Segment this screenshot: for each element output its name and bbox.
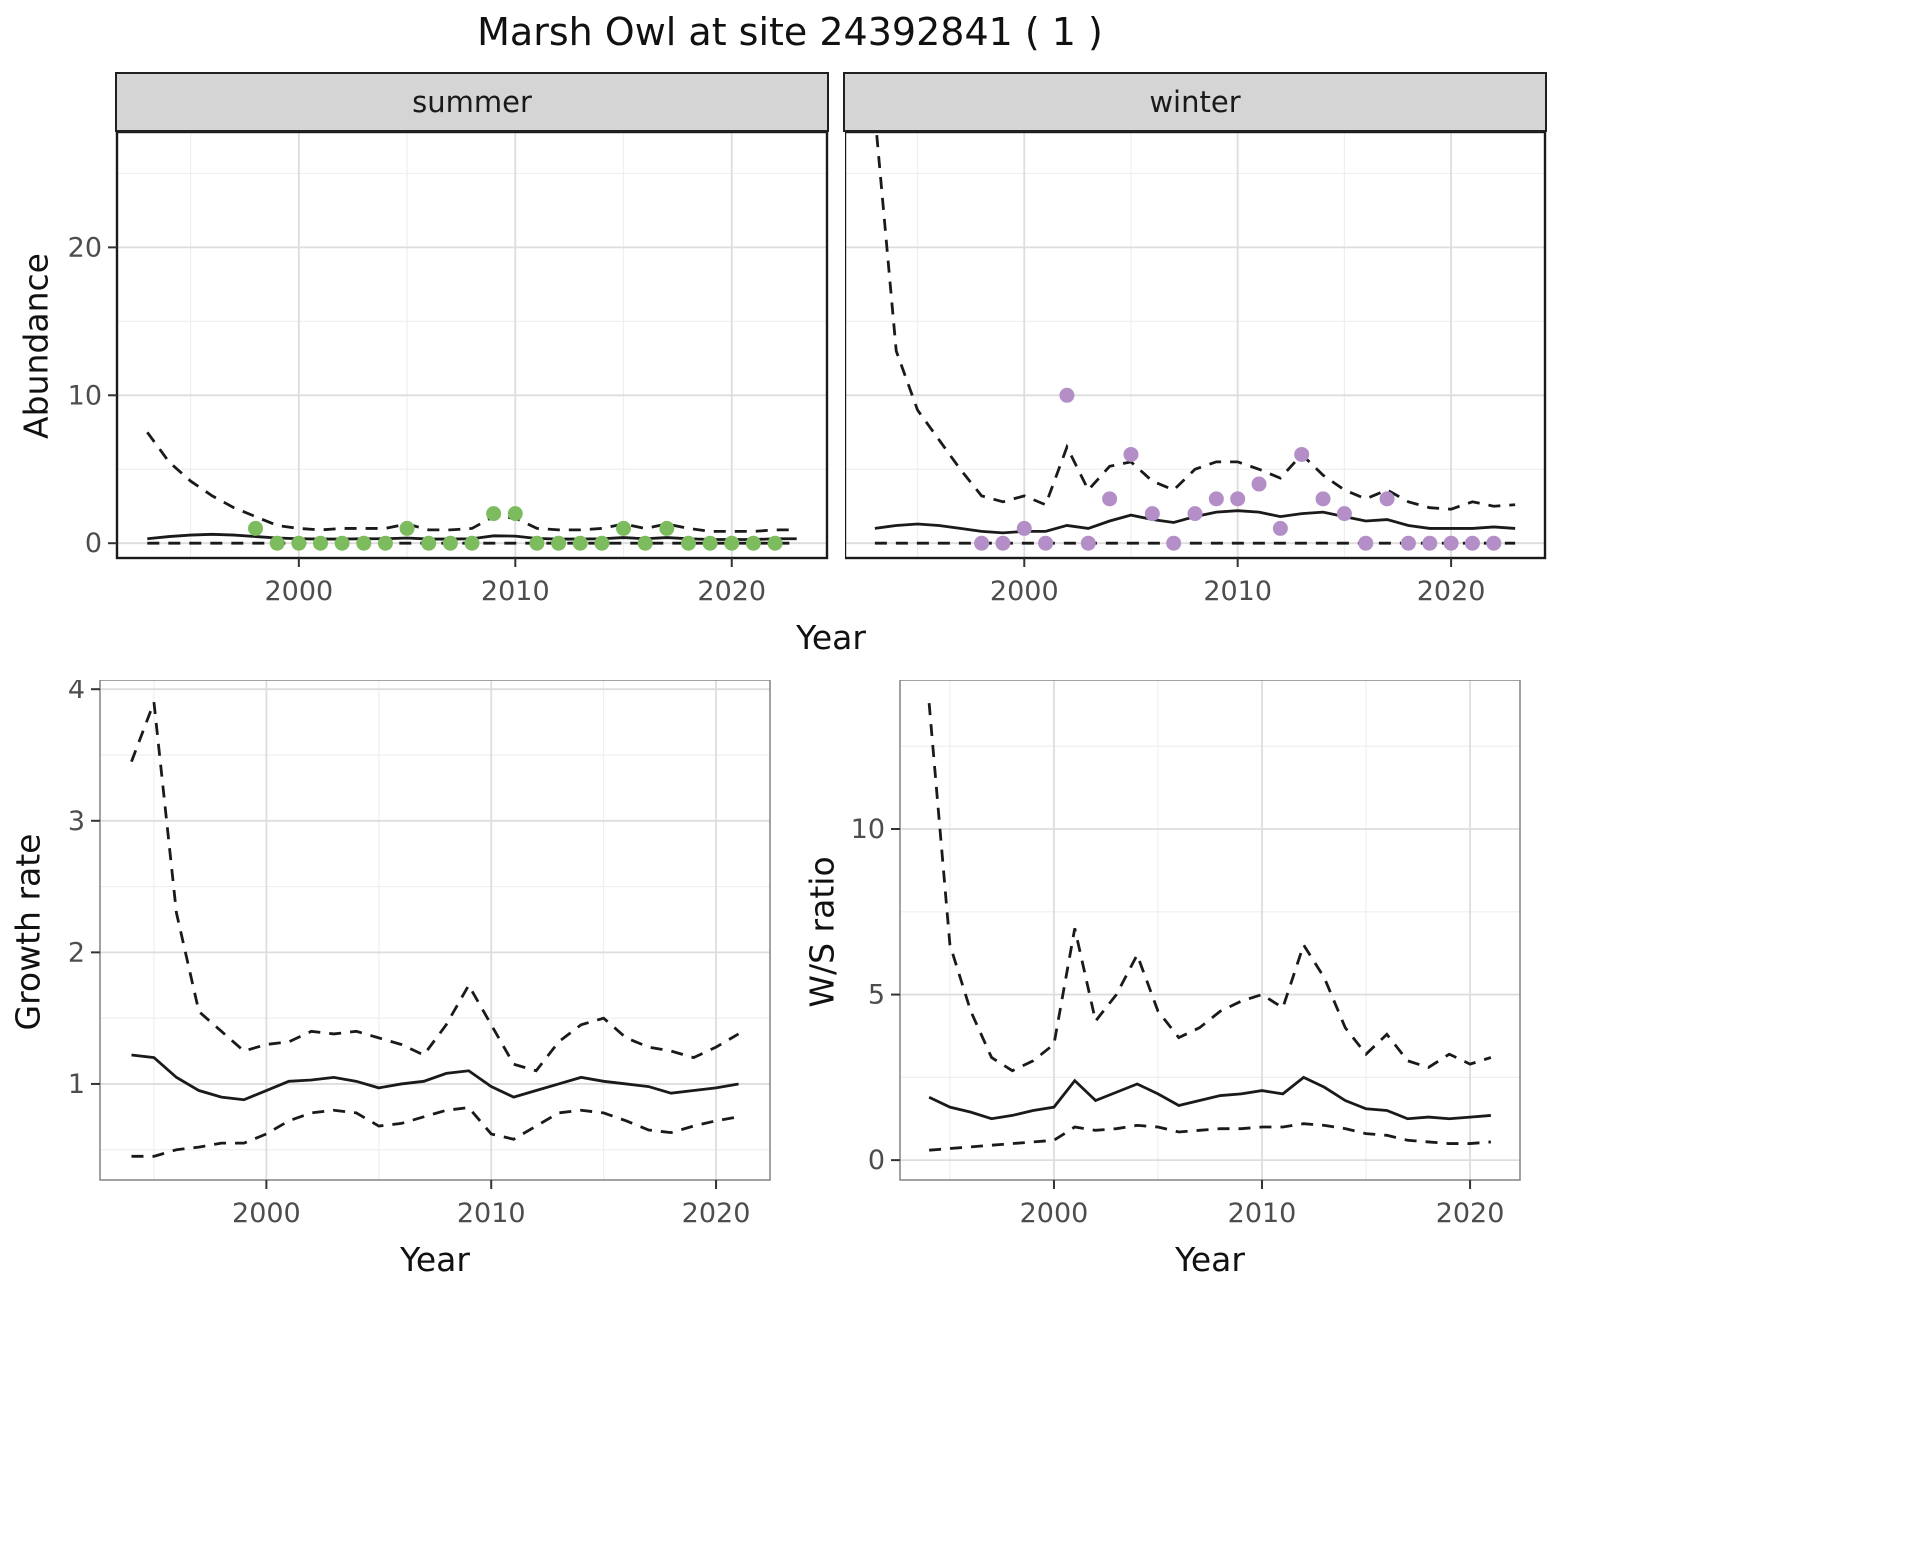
svg-text:2000: 2000 (1020, 1198, 1089, 1229)
svg-text:2: 2 (68, 937, 85, 968)
chart-title: Marsh Owl at site 24392841 ( 1 ) (477, 10, 1103, 54)
facet-strip-summer-label: summer (412, 85, 532, 119)
svg-text:2010: 2010 (457, 1198, 526, 1229)
svg-text:20: 20 (68, 232, 102, 263)
svg-text:2020: 2020 (1417, 576, 1486, 607)
growth-rate-chart: 2000 2010 2020 1 2 3 4 (55, 674, 795, 1242)
svg-text:2010: 2010 (1228, 1198, 1297, 1229)
winter-abundance-chart: 2000 2010 2020 (843, 130, 1570, 620)
svg-text:0: 0 (85, 528, 102, 559)
svg-text:1: 1 (68, 1069, 85, 1100)
svg-text:4: 4 (68, 680, 85, 705)
abundance-y-axis-label: Abundance (16, 253, 56, 439)
svg-text:10: 10 (68, 380, 102, 411)
svg-text:2010: 2010 (481, 576, 550, 607)
growth-rate-x-axis-label: Year (400, 1240, 470, 1279)
svg-text:2000: 2000 (990, 576, 1059, 607)
svg-text:10: 10 (851, 814, 885, 845)
facet-strip-winter-label: winter (1149, 85, 1241, 119)
ws-ratio-y-axis-label: W/S ratio (802, 856, 842, 1008)
svg-text:2020: 2020 (697, 576, 766, 607)
ws-ratio-chart: 2000 2010 2020 0 5 10 (835, 679, 1545, 1242)
svg-text:2020: 2020 (1436, 1198, 1505, 1229)
top-x-axis-label: Year (796, 618, 866, 657)
summer-abundance-chart: 2000 2010 2020 0 10 20 (62, 130, 852, 620)
svg-text:5: 5 (868, 980, 885, 1011)
svg-text:2000: 2000 (264, 576, 333, 607)
svg-text:2010: 2010 (1203, 576, 1272, 607)
growth-rate-y-axis-label: Growth rate (8, 833, 48, 1031)
facet-strip-summer: summer (115, 72, 829, 132)
svg-text:3: 3 (68, 806, 85, 837)
svg-text:0: 0 (868, 1145, 885, 1176)
svg-text:2020: 2020 (682, 1198, 751, 1229)
facet-strip-winter: winter (843, 72, 1547, 132)
ws-ratio-x-axis-label: Year (1175, 1240, 1245, 1279)
svg-text:2000: 2000 (232, 1198, 301, 1229)
